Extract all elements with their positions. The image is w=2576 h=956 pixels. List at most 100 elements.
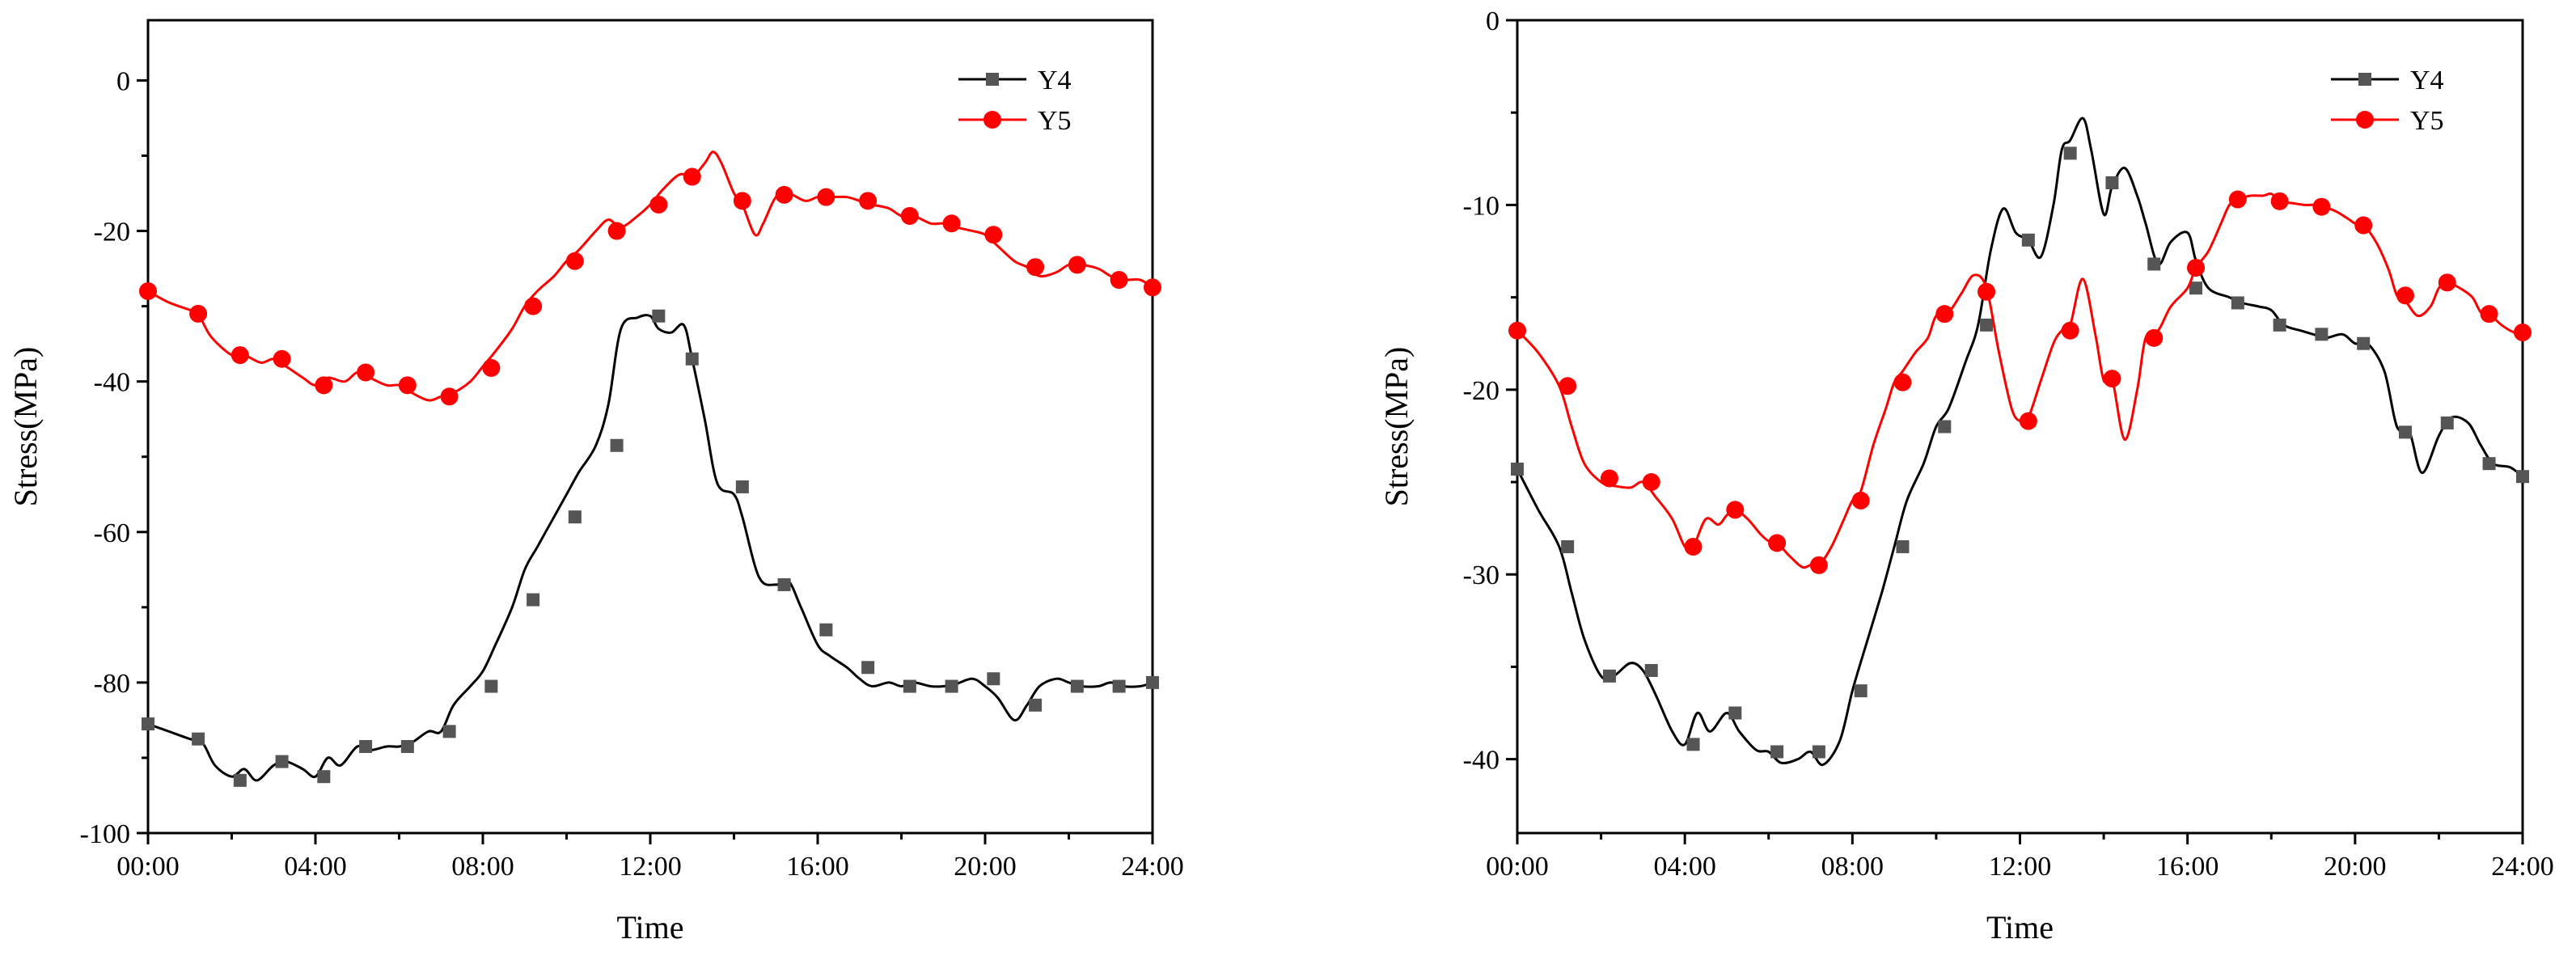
data-point-y4 bbox=[442, 725, 456, 738]
data-point-y5 bbox=[2396, 286, 2414, 305]
y-tick-label: -30 bbox=[1463, 560, 1499, 590]
data-point-y5 bbox=[2270, 192, 2289, 210]
data-point-y5 bbox=[1851, 491, 1870, 510]
data-point-y5 bbox=[524, 297, 543, 315]
series-line-y5 bbox=[147, 150, 1153, 402]
data-point-y4 bbox=[275, 755, 289, 768]
y-tick-label: -20 bbox=[94, 218, 130, 247]
data-point-y4 bbox=[2398, 425, 2412, 439]
data-point-y5 bbox=[1600, 469, 1618, 488]
data-point-y4 bbox=[527, 593, 540, 607]
x-tick-label: 04:00 bbox=[284, 852, 346, 882]
data-point-y4 bbox=[1686, 738, 1700, 751]
x-tick-label: 08:00 bbox=[1821, 852, 1884, 882]
data-point-y5 bbox=[900, 206, 919, 225]
data-point-y4 bbox=[819, 623, 833, 637]
data-point-y4 bbox=[233, 773, 247, 787]
x-tick-label: 24:00 bbox=[1121, 852, 1183, 882]
data-point-y5 bbox=[2103, 370, 2121, 388]
data-point-y5 bbox=[2145, 328, 2164, 347]
data-point-y4 bbox=[1561, 539, 1575, 553]
data-point-y4 bbox=[1980, 318, 1994, 332]
data-point-y4 bbox=[1854, 684, 1867, 698]
y-axis-label: Stress(MPa) bbox=[1378, 347, 1415, 507]
data-point-y4 bbox=[142, 717, 154, 731]
data-point-y5 bbox=[2480, 305, 2498, 324]
data-point-y5 bbox=[398, 376, 417, 395]
legend-marker-y5 bbox=[983, 111, 1001, 129]
data-point-y5 bbox=[1642, 473, 1660, 492]
data-point-y4 bbox=[1728, 706, 1742, 720]
data-point-y4 bbox=[2105, 176, 2119, 189]
legend-marker-y5 bbox=[2356, 111, 2374, 129]
data-point-y4 bbox=[484, 679, 498, 693]
data-point-y5 bbox=[1026, 258, 1045, 277]
x-tick-label: 12:00 bbox=[619, 852, 681, 882]
data-point-y5 bbox=[1684, 537, 1703, 556]
data-point-y4 bbox=[1896, 539, 1910, 553]
data-point-y4 bbox=[2516, 470, 2529, 484]
data-point-y5 bbox=[775, 185, 793, 204]
data-point-y5 bbox=[607, 222, 626, 240]
data-point-y4 bbox=[568, 510, 582, 524]
legend-label-y5: Y5 bbox=[2410, 106, 2444, 136]
x-axis-label: Time bbox=[616, 909, 683, 945]
data-point-y4 bbox=[2357, 336, 2371, 350]
data-point-y4 bbox=[1511, 463, 1524, 476]
x-tick-label: 08:00 bbox=[451, 852, 514, 882]
legend-label-y5: Y5 bbox=[1038, 106, 1072, 136]
data-point-y4 bbox=[1770, 745, 1784, 759]
data-point-y5 bbox=[482, 358, 501, 377]
x-tick-label: 12:00 bbox=[1989, 852, 2051, 882]
data-point-y5 bbox=[440, 387, 459, 406]
data-point-y5 bbox=[984, 226, 1003, 244]
data-point-y4 bbox=[2315, 328, 2329, 341]
plot-frame bbox=[1516, 19, 2524, 835]
data-point-y5 bbox=[817, 188, 835, 206]
legend-marker-y4 bbox=[2358, 73, 2371, 86]
data-point-y4 bbox=[685, 352, 699, 366]
x-tick-label: 20:00 bbox=[954, 852, 1016, 882]
data-point-y4 bbox=[1146, 675, 1159, 689]
data-point-y5 bbox=[1144, 278, 1161, 297]
y-tick-label: 0 bbox=[1486, 6, 1499, 36]
data-point-y4 bbox=[735, 480, 749, 493]
y-tick-label: -20 bbox=[1463, 376, 1499, 406]
data-point-y4 bbox=[861, 661, 875, 675]
data-point-y4 bbox=[652, 309, 666, 323]
data-point-y5 bbox=[1508, 321, 1526, 340]
data-point-y4 bbox=[2021, 233, 2035, 247]
data-point-y4 bbox=[2147, 257, 2161, 271]
data-point-y4 bbox=[945, 679, 958, 693]
data-point-y4 bbox=[2231, 296, 2244, 310]
data-point-y4 bbox=[1070, 679, 1084, 693]
data-point-y5 bbox=[2061, 321, 2079, 340]
data-point-y4 bbox=[2440, 416, 2454, 429]
left-chart: 00:00 04:00 08:00 12:00 16:00 20:00 24:00 -100 -… bbox=[7, 19, 1184, 945]
data-point-y5 bbox=[649, 195, 668, 214]
data-point-y5 bbox=[733, 192, 751, 210]
data-point-y4 bbox=[1602, 669, 1616, 683]
data-point-y4 bbox=[903, 679, 916, 693]
data-point-y4 bbox=[987, 672, 1000, 686]
data-point-y5 bbox=[1068, 256, 1086, 274]
y-tick-label: -40 bbox=[1463, 746, 1499, 776]
series-line-y4 bbox=[147, 314, 1153, 782]
data-point-y5 bbox=[273, 349, 291, 368]
data-point-y4 bbox=[1029, 698, 1043, 712]
data-point-y4 bbox=[1112, 679, 1126, 693]
data-point-y4 bbox=[400, 739, 414, 753]
data-point-y5 bbox=[2354, 216, 2373, 235]
x-tick-label: 16:00 bbox=[2156, 852, 2219, 882]
legend-marker-y4 bbox=[986, 73, 999, 86]
y-tick-label: 0 bbox=[116, 66, 130, 96]
data-point-y4 bbox=[192, 732, 205, 746]
data-point-y4 bbox=[1938, 420, 1952, 434]
x-tick-label: 00:00 bbox=[116, 852, 179, 882]
data-point-y5 bbox=[357, 363, 375, 382]
data-point-y4 bbox=[777, 577, 791, 591]
data-point-y4 bbox=[1644, 664, 1658, 677]
legend-label-y4: Y4 bbox=[1038, 66, 1072, 95]
data-point-y5 bbox=[1977, 282, 1996, 301]
data-point-y5 bbox=[1768, 534, 1787, 552]
